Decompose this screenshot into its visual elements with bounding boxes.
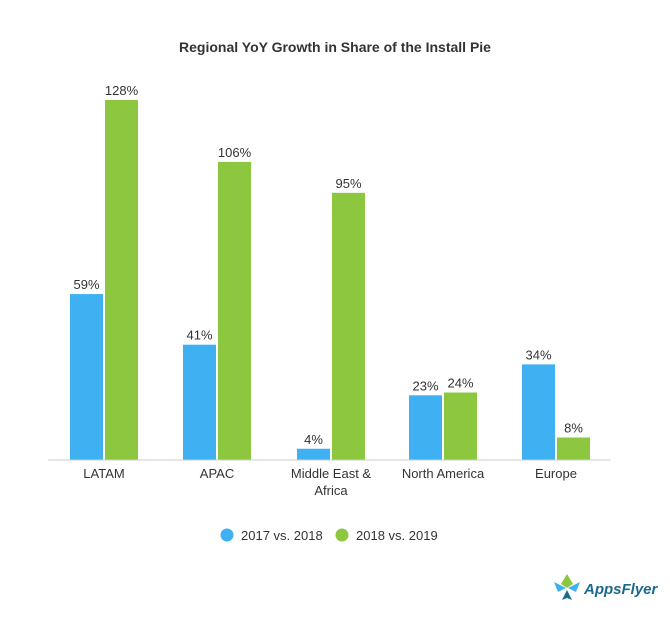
bar-series-2-cat-5 <box>557 437 590 460</box>
category-labels-group: LATAM APAC Middle East & Africa North Americ… <box>83 466 577 498</box>
appsflyer-logo-text: AppsFlyer <box>583 581 659 598</box>
chart-title: Regional YoY Growth in Share of the Inst… <box>179 39 491 55</box>
bar-series-1-cat-3 <box>297 448 330 460</box>
bar-series-2-cat-2 <box>218 161 251 460</box>
value-label-series-1-cat-4: 23% <box>412 378 438 393</box>
legend-swatch-1 <box>220 528 234 542</box>
value-label-series-2-cat-2: 106% <box>218 145 252 160</box>
value-label-series-1-cat-1: 59% <box>73 277 99 292</box>
value-label-series-2-cat-5: 8% <box>564 421 583 436</box>
bar-series-1-cat-4 <box>409 395 442 460</box>
bar-series-1-cat-2 <box>183 344 216 460</box>
appsflyer-logo: AppsFlyer <box>554 574 659 600</box>
value-labels-group: 59% 128% 41% 106% 4% 95% 23% 24% 34% 8% <box>73 83 583 447</box>
bar-series-2-cat-1 <box>105 100 138 460</box>
bar-series-1-cat-1 <box>70 294 103 460</box>
value-label-series-2-cat-3: 95% <box>335 176 361 191</box>
value-label-series-2-cat-4: 24% <box>447 376 473 391</box>
legend-swatch-2 <box>335 528 349 542</box>
legend: 2017 vs. 2018 2018 vs. 2019 <box>220 528 438 543</box>
bar-series-2-cat-3 <box>332 192 365 460</box>
bar-series-2-cat-4 <box>444 392 477 460</box>
value-label-series-1-cat-2: 41% <box>186 328 212 343</box>
appsflyer-logo-icon <box>554 574 580 600</box>
bars-group <box>70 100 590 460</box>
value-label-series-2-cat-1: 128% <box>105 83 139 98</box>
legend-label-2: 2018 vs. 2019 <box>356 528 438 543</box>
category-label-5: Europe <box>535 466 577 481</box>
legend-label-1: 2017 vs. 2018 <box>241 528 323 543</box>
category-label-1: LATAM <box>83 466 124 481</box>
category-label-3-line-1: Middle East & <box>291 466 372 481</box>
category-label-2: APAC <box>200 466 234 481</box>
category-label-3-line-2: Africa <box>314 483 348 498</box>
value-label-series-1-cat-3: 4% <box>304 432 323 447</box>
category-label-4: North America <box>402 466 485 481</box>
bar-series-1-cat-5 <box>522 364 555 460</box>
value-label-series-1-cat-5: 34% <box>525 347 551 362</box>
